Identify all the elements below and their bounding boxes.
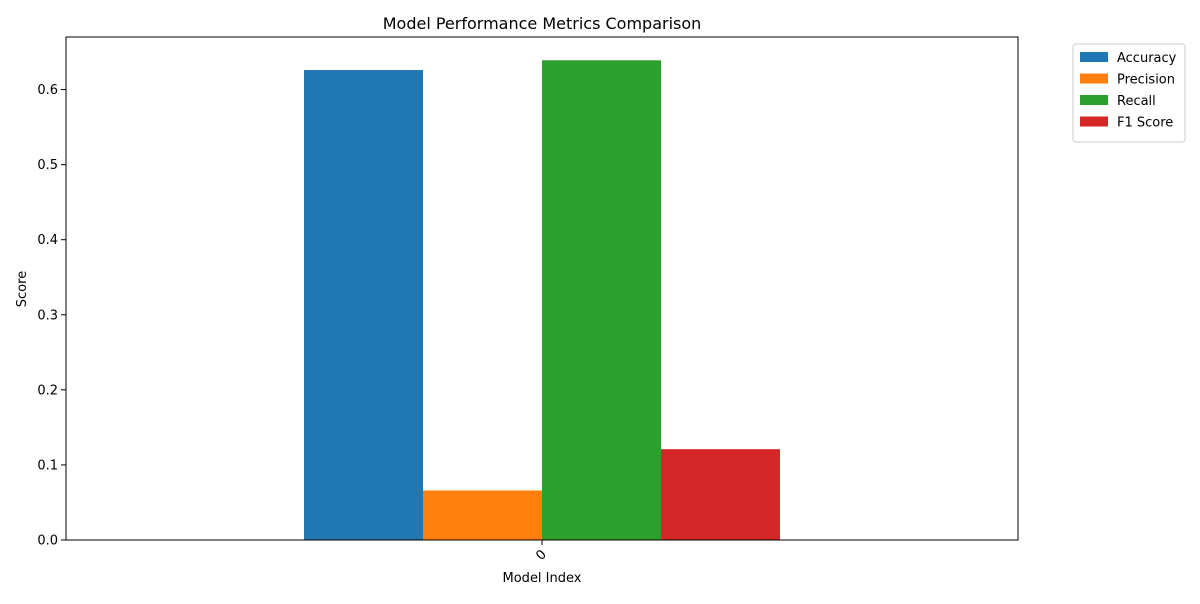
bar-f1-score: [661, 449, 780, 540]
x-axis-label: Model Index: [503, 571, 582, 586]
y-tick-label: 0.0: [37, 534, 58, 549]
y-tick-label: 0.4: [37, 233, 58, 248]
legend: Accuracy Precision Recall F1 Score: [1072, 43, 1186, 143]
y-axis-label: Score: [15, 271, 30, 307]
legend-swatch: [1080, 116, 1108, 127]
x-axis: 0: [533, 540, 550, 564]
legend-label: Accuracy: [1117, 51, 1177, 66]
plot-frame: [65, 36, 1019, 541]
bar-precision: [423, 490, 542, 540]
chart-title: Model Performance Metrics Comparison: [383, 14, 702, 33]
y-axis: 0.0 0.1 0.2 0.3 0.4 0.5 0.6: [37, 83, 66, 549]
legend-label: Recall: [1117, 94, 1156, 109]
legend-swatch: [1080, 73, 1108, 84]
y-tick-label: 0.3: [37, 308, 58, 323]
y-tick-label: 0.1: [37, 458, 58, 473]
y-tick-label: 0.2: [37, 383, 58, 398]
legend-label: Precision: [1117, 73, 1175, 88]
legend-label: F1 Score: [1117, 116, 1173, 131]
bar-accuracy: [304, 70, 423, 540]
legend-swatch: [1080, 52, 1108, 62]
bar-recall: [542, 60, 661, 541]
y-tick-label: 0.6: [37, 83, 58, 98]
y-tick-label: 0.5: [37, 158, 58, 173]
bars-layer: [304, 60, 780, 541]
legend-swatch: [1080, 95, 1108, 105]
x-tick-label: 0: [533, 547, 549, 563]
